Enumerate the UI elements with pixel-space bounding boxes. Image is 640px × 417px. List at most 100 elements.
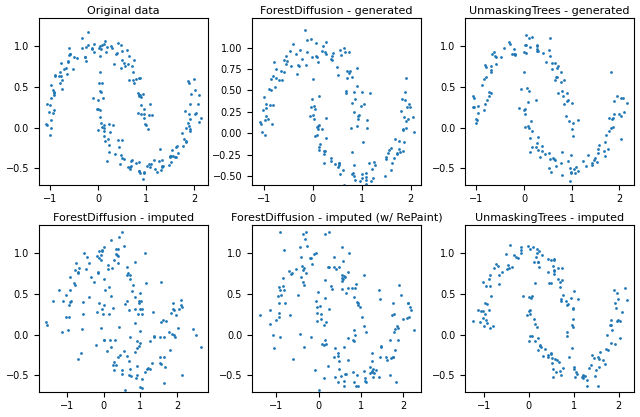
- Point: [406, 306, 416, 313]
- Point: [255, 118, 265, 125]
- Point: [531, 97, 541, 103]
- Point: [134, 75, 144, 82]
- Point: [260, 132, 270, 138]
- Point: [184, 111, 195, 117]
- Point: [48, 87, 58, 94]
- Point: [49, 107, 60, 113]
- Point: [578, 372, 588, 378]
- Point: [42, 100, 52, 107]
- Point: [336, 52, 346, 59]
- Point: [129, 80, 140, 86]
- Point: [401, 103, 412, 110]
- Point: [612, 316, 623, 323]
- Point: [533, 146, 543, 153]
- Point: [83, 260, 93, 266]
- Point: [607, 124, 618, 131]
- Point: [375, 295, 385, 302]
- Point: [65, 286, 76, 293]
- Point: [152, 168, 162, 175]
- Point: [550, 157, 560, 163]
- Point: [133, 110, 143, 117]
- Point: [367, 357, 377, 364]
- Point: [361, 174, 371, 181]
- Point: [477, 82, 488, 88]
- Point: [139, 114, 149, 121]
- Point: [534, 342, 545, 349]
- Point: [103, 261, 113, 268]
- Point: [534, 342, 545, 348]
- Point: [297, 262, 307, 269]
- Point: [296, 254, 306, 261]
- Point: [337, 244, 347, 250]
- Point: [315, 140, 325, 147]
- Point: [96, 89, 106, 96]
- Point: [547, 359, 557, 366]
- Point: [484, 276, 494, 283]
- Point: [275, 228, 285, 235]
- Point: [342, 269, 353, 275]
- Point: [607, 327, 617, 334]
- Point: [594, 355, 604, 362]
- Point: [69, 280, 79, 286]
- Point: [268, 332, 278, 338]
- Point: [116, 367, 127, 374]
- Point: [47, 297, 58, 304]
- Point: [516, 250, 527, 256]
- Point: [486, 69, 496, 76]
- Point: [600, 139, 611, 146]
- Point: [281, 61, 291, 68]
- Point: [69, 54, 79, 60]
- Point: [400, 89, 410, 95]
- Point: [93, 269, 103, 276]
- Point: [491, 54, 501, 60]
- Point: [296, 274, 307, 281]
- Point: [549, 267, 559, 274]
- Point: [404, 303, 415, 310]
- Point: [104, 142, 114, 149]
- Point: [138, 176, 148, 182]
- Point: [274, 314, 284, 320]
- Point: [93, 126, 103, 133]
- Point: [93, 213, 103, 220]
- Point: [271, 65, 281, 72]
- Point: [308, 112, 319, 118]
- Point: [99, 244, 109, 251]
- Point: [81, 266, 91, 272]
- Point: [132, 338, 142, 345]
- Point: [404, 313, 414, 320]
- Point: [505, 41, 515, 48]
- Point: [340, 49, 350, 55]
- Point: [54, 68, 65, 75]
- Point: [556, 79, 566, 86]
- Point: [157, 163, 168, 169]
- Point: [364, 364, 374, 370]
- Point: [364, 159, 374, 166]
- Point: [333, 72, 343, 78]
- Point: [468, 104, 479, 111]
- Point: [314, 93, 324, 100]
- Point: [100, 138, 110, 145]
- Point: [588, 159, 598, 166]
- Point: [106, 237, 116, 244]
- Point: [533, 259, 543, 266]
- Point: [388, 299, 399, 306]
- Point: [194, 119, 204, 126]
- Point: [617, 309, 627, 316]
- Point: [62, 58, 72, 64]
- Point: [134, 170, 145, 177]
- Point: [94, 255, 104, 261]
- Point: [355, 304, 365, 310]
- Point: [116, 151, 126, 158]
- Point: [94, 80, 104, 87]
- Point: [570, 170, 580, 177]
- Point: [122, 353, 132, 360]
- Point: [321, 39, 332, 45]
- Point: [359, 367, 369, 374]
- Point: [334, 264, 344, 271]
- Point: [506, 50, 516, 57]
- Point: [532, 48, 543, 55]
- Point: [367, 349, 377, 356]
- Point: [143, 112, 154, 118]
- Point: [397, 316, 408, 323]
- Point: [109, 150, 120, 157]
